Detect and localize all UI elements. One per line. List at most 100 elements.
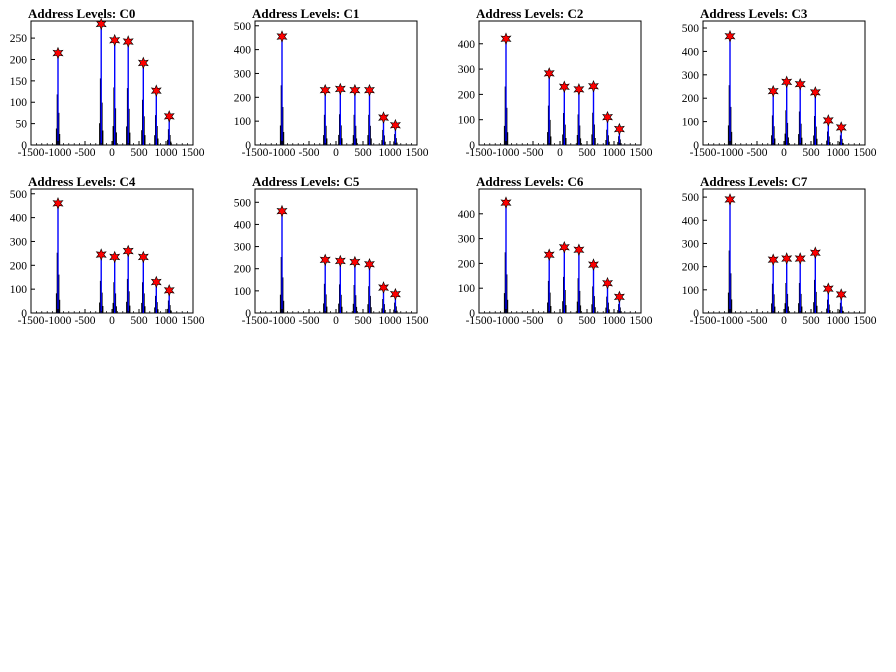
peak-marker xyxy=(276,30,288,43)
x-tick-label: -500 xyxy=(298,315,319,327)
chart-panel-0: Address Levels: C0-1500 -1000 -500 0 500 1000… xyxy=(10,6,205,159)
peak-marker xyxy=(319,83,331,97)
y-tick-label: 500 xyxy=(234,197,252,209)
peak-marker xyxy=(558,80,570,94)
y-tick-label: 200 xyxy=(458,89,476,101)
chart-panel-3: Address Levels: C3-1500 -1000 -500 0 500 1000… xyxy=(682,6,877,159)
y-tick-label: 50 xyxy=(16,119,28,131)
x-tick-label: 1000 xyxy=(379,315,402,327)
x-tick-label: 500 xyxy=(354,315,372,327)
y-tick-label: 400 xyxy=(10,213,28,225)
chart-panel-6: Address Levels: C6-1500 -1000 -500 0 500 1000… xyxy=(458,174,653,327)
x-tick-label: 500 xyxy=(354,147,372,159)
x-tick-label: 500 xyxy=(802,147,820,159)
peak-marker xyxy=(822,114,834,127)
peak-marker xyxy=(602,276,614,290)
peak-marker xyxy=(794,77,806,91)
y-tick-label: 100 xyxy=(10,97,28,109)
x-tick-label: -500 xyxy=(74,315,95,327)
peak-marker xyxy=(150,84,162,98)
x-tick-label: 1000 xyxy=(603,315,626,327)
y-tick-label: 0 xyxy=(693,140,699,152)
peak-marker xyxy=(150,275,162,289)
x-tick-label: -500 xyxy=(746,147,767,159)
peak-marker xyxy=(363,83,375,97)
x-tick-label: -1500 xyxy=(466,315,493,327)
peak-marker xyxy=(378,111,390,124)
x-tick-label: 1000 xyxy=(603,147,626,159)
x-tick-label: 1500 xyxy=(630,147,653,159)
y-tick-label: 100 xyxy=(682,285,700,297)
y-tick-label: 0 xyxy=(469,140,475,152)
x-tick-label: 1500 xyxy=(182,315,205,327)
peak-marker xyxy=(122,244,134,258)
x-tick-label: 1500 xyxy=(406,147,429,159)
peak-marker xyxy=(767,253,779,267)
x-tick-label: -1000 xyxy=(493,147,520,159)
peak-marker xyxy=(137,250,149,264)
x-tick-label: 500 xyxy=(130,315,148,327)
peak-marker xyxy=(543,67,555,80)
peak-marker xyxy=(835,288,847,301)
y-tick-label: 400 xyxy=(458,39,476,51)
peak-marker xyxy=(500,32,512,45)
y-tick-label: 200 xyxy=(234,264,252,276)
x-tick-label: 500 xyxy=(802,315,820,327)
peak-marker xyxy=(378,281,390,294)
x-tick-label: -500 xyxy=(522,147,543,159)
chart-panel-5: Address Levels: C5-1500 -1000 -500 0 500 1000… xyxy=(234,174,429,327)
chart-title: Address Levels: C6 xyxy=(476,174,584,189)
x-tick-label: -1500 xyxy=(18,315,45,327)
peak-marker xyxy=(587,80,599,93)
chart-panel-2: Address Levels: C2-1500 -1000 -500 0 500 1000… xyxy=(458,6,653,159)
y-tick-label: 500 xyxy=(682,23,700,35)
x-tick-label: -1000 xyxy=(717,147,744,159)
x-tick-label: 1000 xyxy=(379,147,402,159)
x-tick-label: -500 xyxy=(746,315,767,327)
peak-marker xyxy=(767,84,779,98)
y-tick-label: 300 xyxy=(234,68,252,80)
x-tick-label: -1000 xyxy=(269,147,296,159)
y-tick-label: 300 xyxy=(234,242,252,254)
y-tick-label: 400 xyxy=(682,215,700,227)
peak-marker xyxy=(573,82,585,96)
peak-marker xyxy=(543,248,555,261)
peak-marker xyxy=(52,46,64,60)
x-tick-label: 1000 xyxy=(827,315,850,327)
x-tick-label: 1500 xyxy=(854,147,877,159)
x-tick-label: 0 xyxy=(333,147,339,159)
y-tick-label: 100 xyxy=(682,117,700,129)
x-tick-label: 500 xyxy=(578,315,596,327)
peak-marker xyxy=(334,82,346,96)
peak-marker xyxy=(602,110,614,124)
peak-marker xyxy=(319,253,331,267)
chart-title: Address Levels: C0 xyxy=(28,6,135,21)
x-tick-label: -500 xyxy=(298,147,319,159)
y-tick-label: 400 xyxy=(458,209,476,221)
peak-marker xyxy=(163,283,175,297)
chart-title: Address Levels: C1 xyxy=(252,6,359,21)
peak-marker xyxy=(389,287,401,301)
y-tick-label: 200 xyxy=(10,260,28,272)
peak-marker xyxy=(95,248,107,261)
peak-marker xyxy=(809,246,821,259)
peak-marker xyxy=(122,35,134,48)
x-tick-label: -1500 xyxy=(18,147,45,159)
peak-marker xyxy=(613,122,625,136)
chart-panel-4: Address Levels: C4-1500 -1000 -500 0 500 1000… xyxy=(10,174,205,327)
peak-marker xyxy=(809,86,821,99)
x-tick-label: 1000 xyxy=(155,147,178,159)
y-tick-label: 100 xyxy=(10,284,28,296)
chart-panel-1: Address Levels: C1-1500 -1000 -500 0 500 1000… xyxy=(234,6,429,159)
peak-marker xyxy=(95,17,107,31)
x-tick-label: 0 xyxy=(781,315,787,327)
y-tick-label: 200 xyxy=(458,258,476,270)
x-tick-label: -1000 xyxy=(269,315,296,327)
x-tick-label: -1000 xyxy=(45,147,72,159)
x-tick-label: -1000 xyxy=(717,315,744,327)
y-tick-label: 0 xyxy=(245,308,251,320)
y-tick-label: 300 xyxy=(458,234,476,246)
y-tick-label: 0 xyxy=(469,308,475,320)
y-tick-label: 100 xyxy=(458,283,476,295)
